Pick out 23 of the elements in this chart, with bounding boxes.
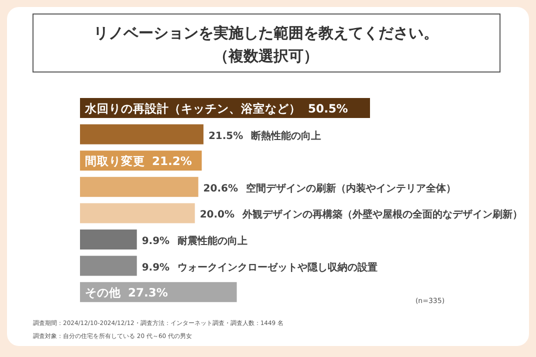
- data-label: 50.5%: [308, 102, 348, 116]
- data-label: 21.5%: [208, 130, 244, 142]
- data-label: 9.9%: [142, 236, 170, 247]
- bar: [80, 176, 198, 197]
- y-tick-label: 間取り変更: [85, 154, 145, 168]
- bar: [80, 203, 195, 224]
- data-label: 20.6%: [203, 183, 238, 194]
- y-tick-label: 外観デザインの再構築（外壁や屋根の全面的なデザイン刷新）: [242, 208, 523, 221]
- y-tick-label: その他: [85, 286, 122, 300]
- bar: [80, 230, 137, 250]
- chart-title: リノベーションを実施した範囲を教えてください。: [94, 24, 438, 42]
- data-label: 27.3%: [128, 286, 168, 300]
- y-tick-label: 水回りの再設計（キッチン、浴室など）: [84, 102, 301, 116]
- y-tick-label: 空間デザインの刷新（内装やインテリア全体）: [246, 182, 456, 194]
- bar: [80, 256, 137, 276]
- bar: [80, 124, 204, 144]
- data-label: 21.2%: [152, 154, 192, 168]
- chart-subtitle: （複数選択可）: [214, 47, 318, 65]
- y-tick-label: 断熱性能の向上: [251, 130, 322, 142]
- y-tick-label: ウォークインクローゼットや隠し収納の設置: [178, 261, 378, 274]
- y-tick-label: 耐震性能の向上: [178, 235, 248, 247]
- data-label: 20.0%: [200, 210, 235, 221]
- data-label: 9.9%: [142, 262, 170, 274]
